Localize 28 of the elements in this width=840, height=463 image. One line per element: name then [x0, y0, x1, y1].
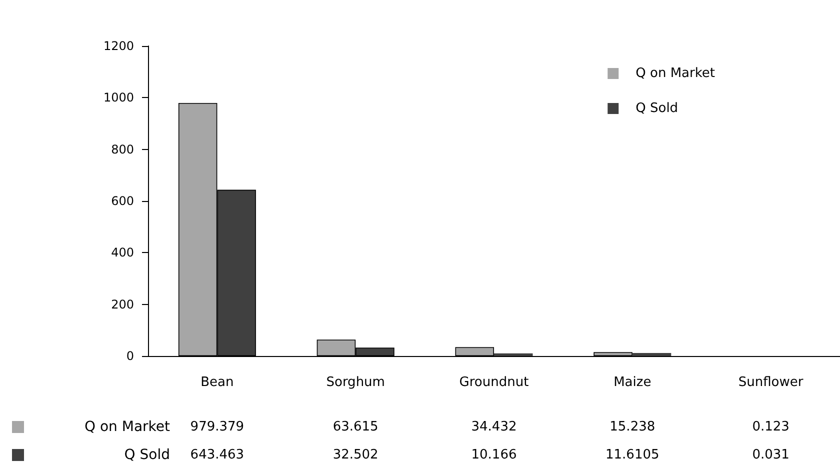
data-label: 0.123	[752, 420, 790, 434]
x-tick-label: Bean	[200, 375, 234, 390]
text: Q Sold	[124, 447, 170, 463]
data-label: 979.379	[190, 420, 244, 434]
legend-label: Q Sold	[636, 101, 678, 116]
y-tick-label: 0	[126, 349, 134, 363]
bar	[494, 353, 533, 356]
data-label: 34.432	[471, 420, 517, 434]
legend-label: Q on Market	[636, 66, 716, 81]
data-label: 63.615	[332, 420, 378, 434]
data-label: 15.238	[610, 420, 656, 434]
y-tick-label: 600	[111, 194, 134, 208]
data-label: 643.463	[190, 448, 244, 462]
data-label: 11.6105	[606, 448, 660, 462]
bar	[632, 353, 672, 356]
x-tick-label: Sunflower	[738, 375, 804, 390]
y-tick-label: 1200	[103, 39, 134, 53]
y-tick-label: 200	[111, 297, 134, 312]
data-label: 32.502	[332, 448, 378, 462]
data-label: 10.166	[471, 448, 517, 462]
x-tick-label: Sorghum	[326, 375, 385, 390]
text: Q on Market	[84, 419, 170, 435]
y-tick-label: 400	[111, 246, 134, 260]
x-tick-label: Maize	[614, 375, 652, 390]
y-tick-label: 800	[111, 142, 134, 156]
x-tick-label: Groundnut	[459, 375, 529, 390]
y-tick-label: 1000	[103, 90, 134, 105]
data-label: 0.031	[752, 448, 790, 462]
